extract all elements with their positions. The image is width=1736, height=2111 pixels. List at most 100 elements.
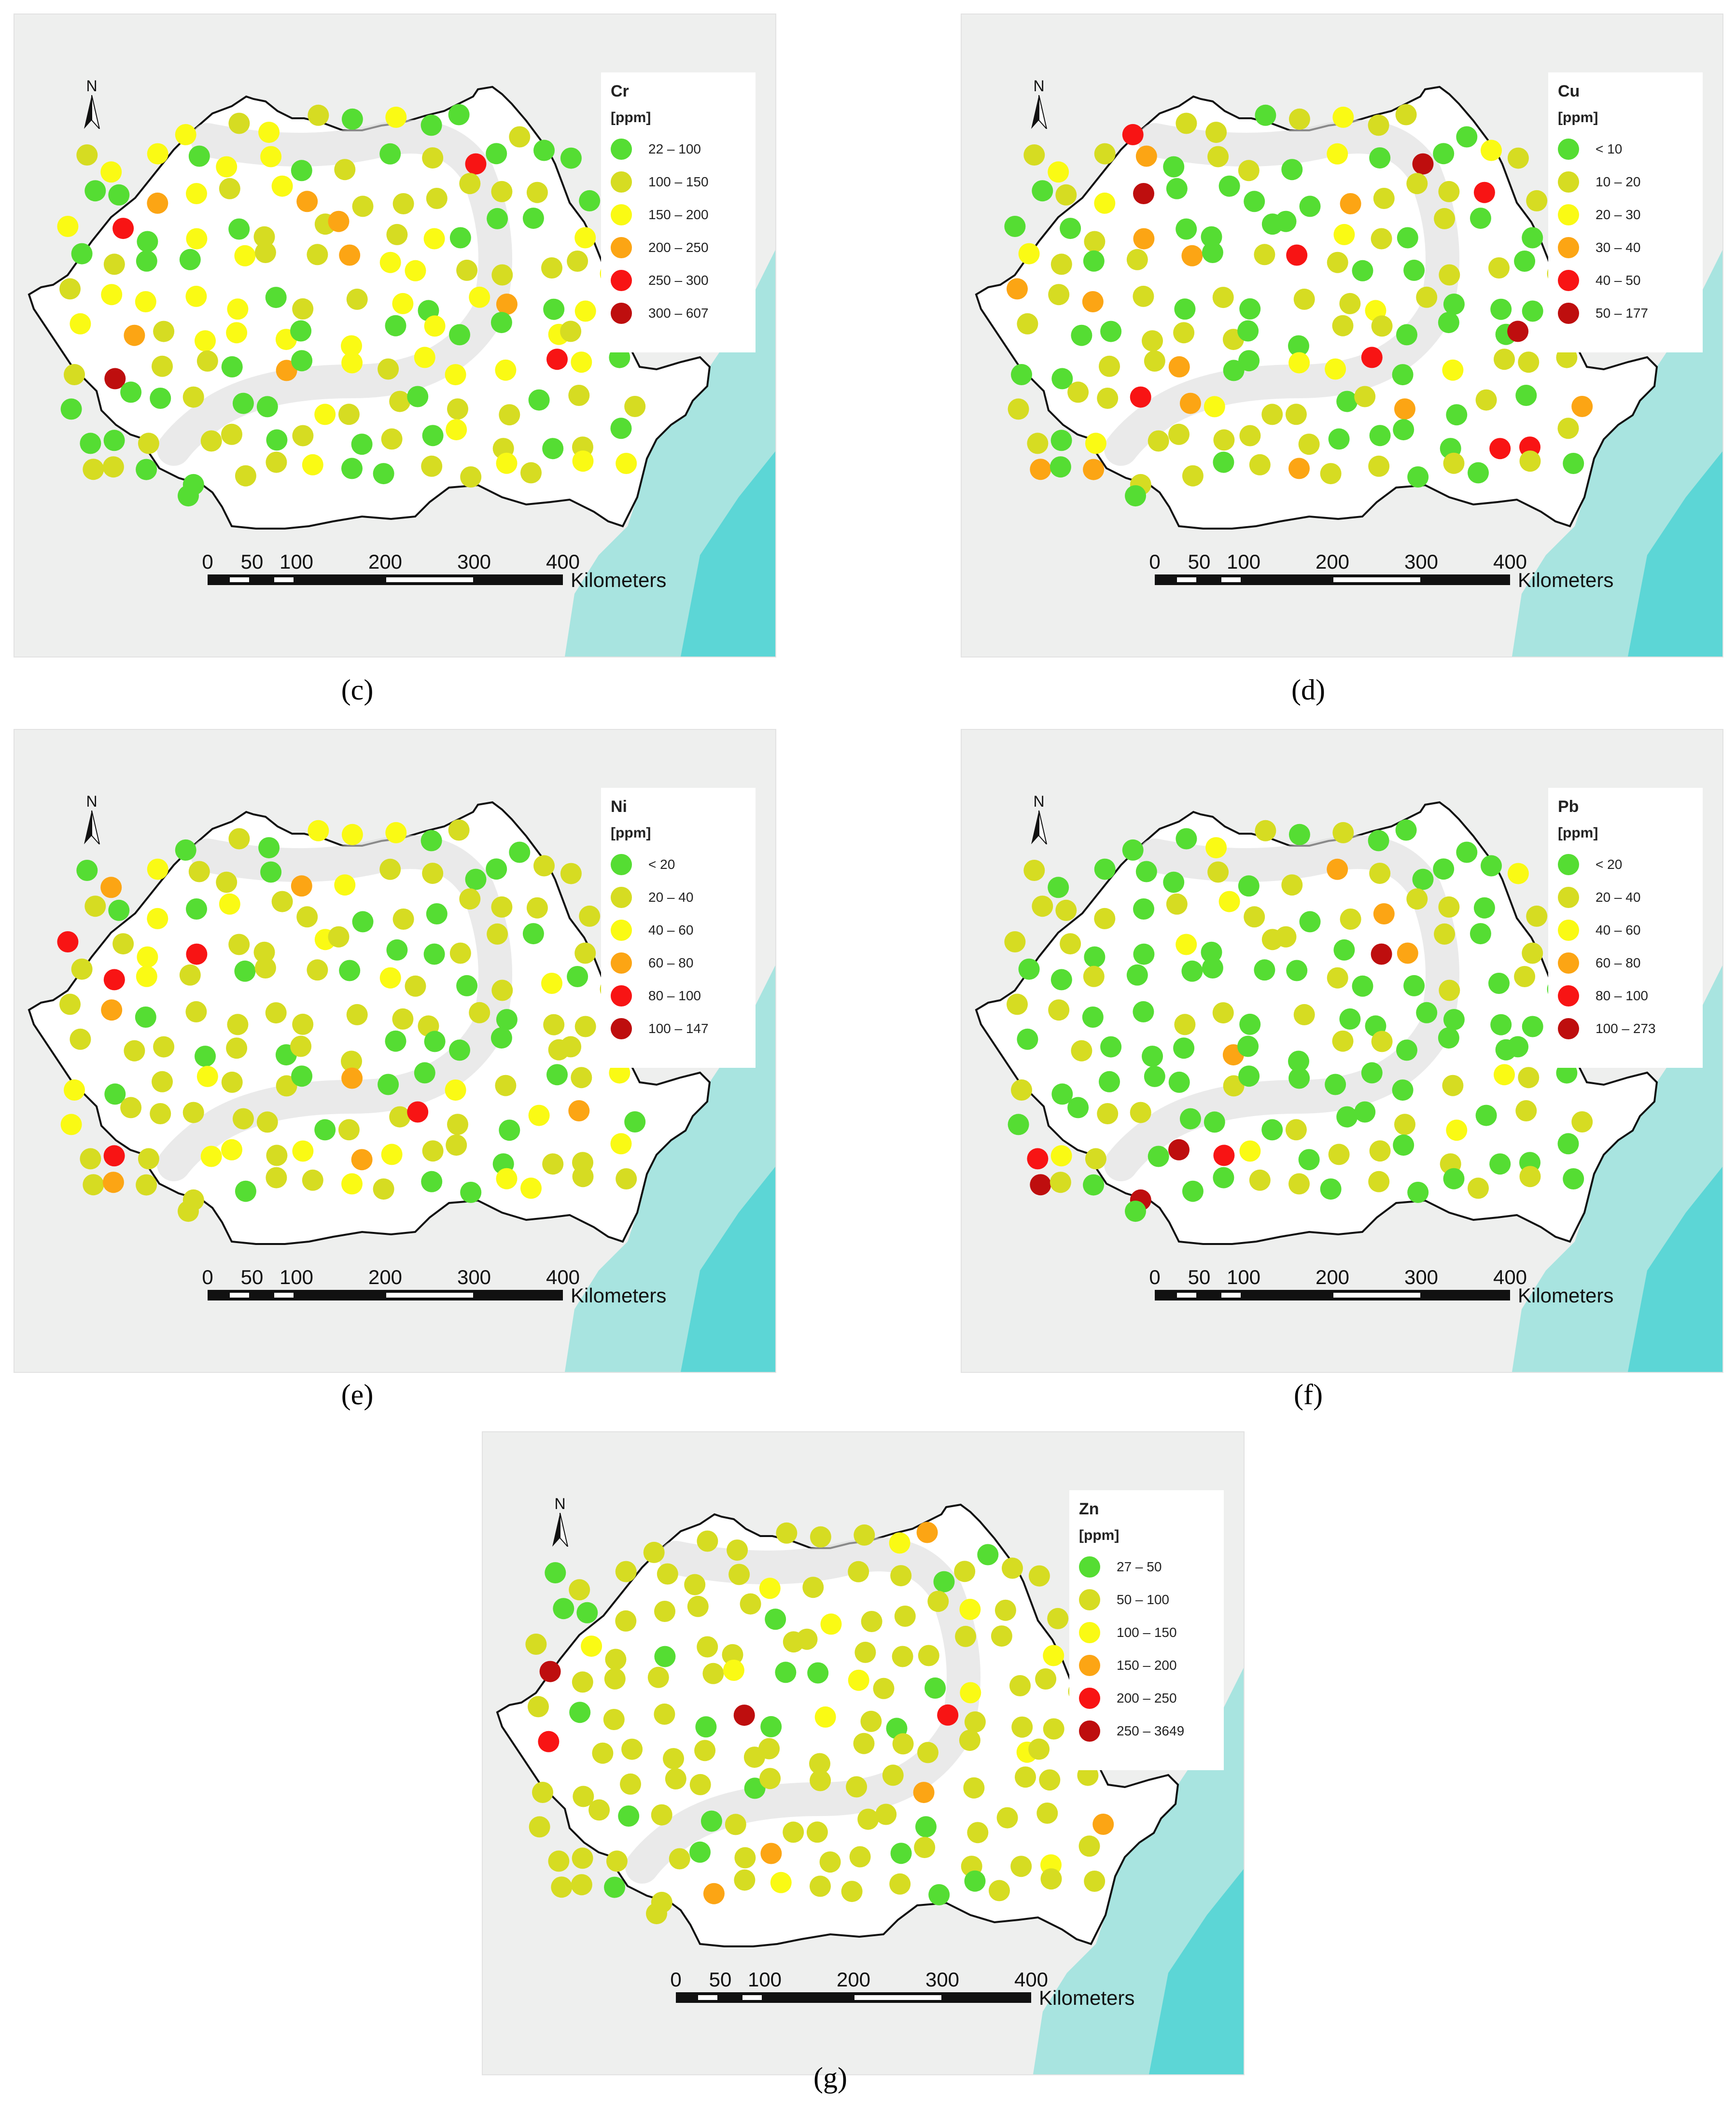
scale-tick-label: 50 <box>1188 1266 1211 1288</box>
sample-point <box>291 160 312 182</box>
legend-swatch <box>1558 985 1579 1007</box>
sample-point <box>1163 871 1185 893</box>
sample-point <box>226 1037 248 1059</box>
sample-point <box>533 140 555 161</box>
sample-point <box>1201 226 1222 248</box>
sample-point <box>254 242 276 263</box>
sample-point <box>1249 454 1271 475</box>
panel-caption-d: (d) <box>1291 674 1325 706</box>
legend-swatch <box>611 985 632 1007</box>
sample-point <box>1213 1167 1234 1188</box>
panel-caption-g: (g) <box>813 2062 847 2094</box>
sample-point <box>574 300 596 322</box>
sample-point <box>136 459 157 480</box>
sample-point <box>1394 398 1415 420</box>
sample-point <box>1446 404 1468 426</box>
sample-point <box>917 1742 938 1763</box>
sample-point <box>426 903 448 924</box>
sample-point <box>59 993 81 1015</box>
sample-point <box>1148 430 1169 452</box>
sample-point <box>341 458 363 479</box>
sample-point <box>60 1114 82 1135</box>
sample-point <box>1133 228 1155 250</box>
sample-point <box>913 1782 935 1803</box>
sample-point <box>389 391 411 412</box>
sample-point <box>328 926 350 948</box>
sample-point <box>1223 360 1245 381</box>
sample-point <box>1298 1149 1320 1171</box>
sample-point <box>407 1101 429 1123</box>
sample-point <box>1275 926 1297 948</box>
sample-point <box>624 1111 646 1132</box>
sample-point <box>1168 1139 1190 1160</box>
sample-point <box>221 423 242 445</box>
sample-point <box>848 1561 869 1582</box>
sample-point <box>1339 1008 1361 1030</box>
sample-point <box>1395 819 1417 841</box>
scale-bar: 0 50 100 200 300 400 Kilometers <box>202 550 690 591</box>
sample-point <box>734 1869 756 1891</box>
sample-point <box>1416 286 1438 308</box>
sample-point <box>346 1004 368 1025</box>
sample-point <box>196 1065 218 1087</box>
sample-point <box>1281 159 1303 181</box>
sample-point <box>1438 896 1460 918</box>
sample-point <box>933 1571 955 1593</box>
sample-point <box>1142 330 1163 352</box>
sample-point <box>959 1730 980 1751</box>
legend-item: 100 – 150 <box>611 166 756 198</box>
sample-point <box>486 858 507 880</box>
legend-item: 40 – 50 <box>1558 264 1703 297</box>
sample-point <box>1339 293 1361 314</box>
sample-point <box>1207 861 1229 883</box>
sample-point <box>1412 868 1434 890</box>
sample-point <box>153 1036 175 1058</box>
sample-point <box>1174 298 1196 320</box>
sample-point <box>568 1100 590 1121</box>
sample-point <box>1361 347 1383 368</box>
sample-point <box>379 858 401 880</box>
sample-point <box>694 1740 716 1761</box>
sample-point <box>1182 465 1204 487</box>
sample-point <box>1135 145 1157 167</box>
sample-point <box>526 182 548 203</box>
sample-point <box>1327 967 1348 989</box>
sample-point <box>1392 1079 1414 1101</box>
legend-label: 100 – 273 <box>1596 1021 1656 1036</box>
sample-point <box>684 1574 706 1595</box>
sample-point <box>1286 244 1308 266</box>
legend-swatch <box>1558 887 1579 908</box>
sample-point <box>841 1881 863 1902</box>
sample-point <box>83 459 104 480</box>
sample-point <box>1028 1565 1050 1587</box>
sample-point <box>574 227 596 249</box>
scale-bar-graphic <box>1155 574 1510 585</box>
sample-point <box>486 143 507 165</box>
sample-point <box>1030 459 1051 480</box>
sample-point <box>776 1522 798 1544</box>
sample-point <box>1176 112 1197 134</box>
sample-point <box>700 1810 722 1832</box>
sample-point <box>1126 964 1148 986</box>
sample-point <box>496 1009 518 1031</box>
sample-point <box>469 286 490 308</box>
sample-point <box>1060 218 1081 239</box>
legend-item: 20 – 30 <box>1558 198 1703 231</box>
sample-point <box>179 964 201 986</box>
sample-point <box>1288 335 1309 357</box>
sample-point <box>1298 433 1320 455</box>
sample-point <box>490 1027 512 1049</box>
sample-point <box>469 1002 490 1023</box>
sample-point <box>546 1064 568 1086</box>
sample-point <box>807 1662 829 1684</box>
sample-point <box>1456 126 1478 148</box>
legend-item: 50 – 100 <box>1079 1583 1224 1616</box>
panel-caption-f: (f) <box>1294 1379 1323 1411</box>
sample-point <box>1002 1557 1023 1579</box>
legend-item: 200 – 250 <box>1079 1682 1224 1715</box>
sample-point <box>1328 1144 1350 1165</box>
sample-point <box>560 147 582 169</box>
sample-point <box>1328 428 1350 450</box>
sample-point <box>1133 943 1155 965</box>
sample-point <box>422 863 444 884</box>
